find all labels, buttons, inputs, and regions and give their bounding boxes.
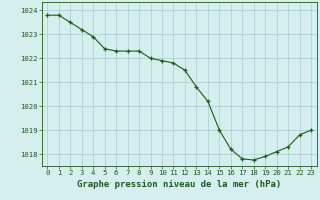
X-axis label: Graphe pression niveau de la mer (hPa): Graphe pression niveau de la mer (hPa) (77, 180, 281, 189)
